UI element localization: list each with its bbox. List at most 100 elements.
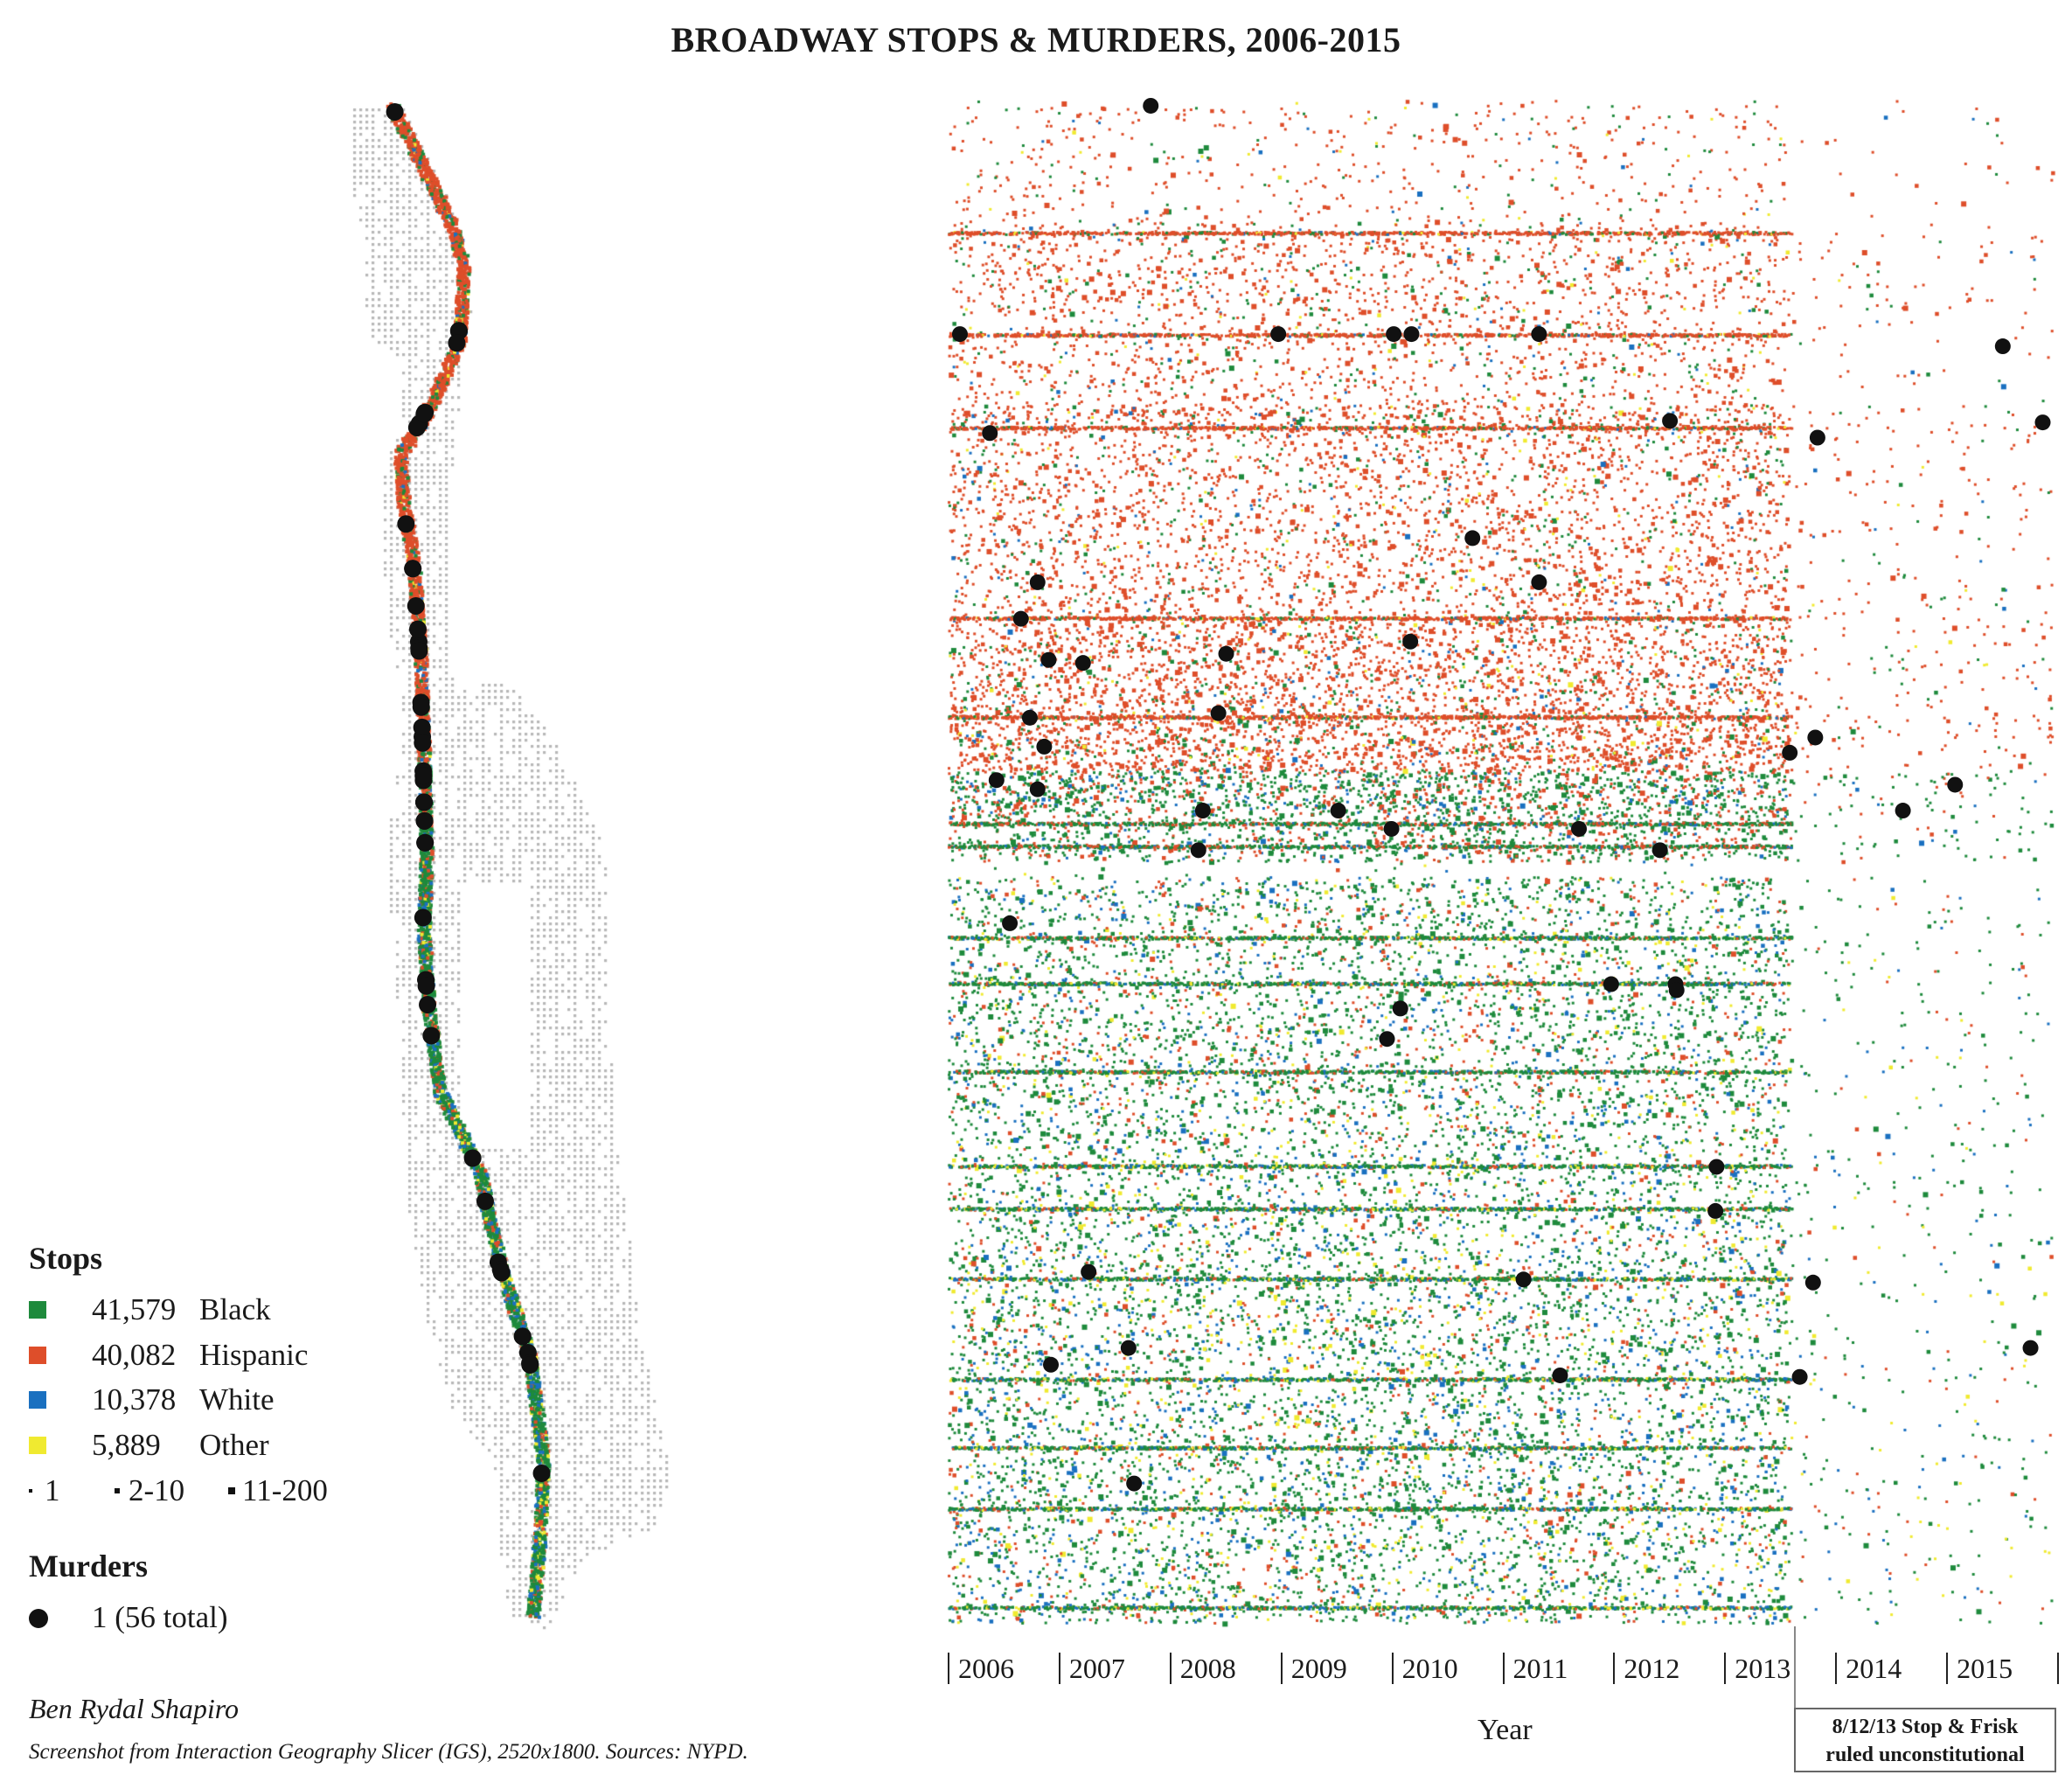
- x-tick-label: 2011: [1512, 1653, 1568, 1684]
- map-murder-point: [414, 727, 432, 746]
- map-murder-point: [532, 1464, 551, 1482]
- murder-point: [1379, 1031, 1395, 1048]
- map-murder-point: [414, 771, 433, 790]
- x-axis-label: Year: [1478, 1714, 1533, 1746]
- murder-point: [1708, 1159, 1725, 1175]
- murder-point: [1330, 803, 1346, 819]
- map-murder-point: [407, 418, 426, 436]
- author: Ben Rydal Shapiro: [29, 1693, 239, 1724]
- murder-point: [1402, 633, 1419, 650]
- x-tick-label: 2009: [1290, 1653, 1347, 1684]
- murder-point: [1012, 610, 1029, 627]
- map-murder-point: [414, 762, 433, 780]
- white-swatch: [29, 1391, 46, 1409]
- map-murder-point: [415, 793, 434, 811]
- murder-point: [1190, 842, 1206, 859]
- map-murder-point: [518, 1343, 537, 1361]
- murder-point: [1002, 915, 1019, 931]
- murder-point: [1947, 776, 1964, 793]
- map-murder-point: [415, 811, 434, 830]
- map-murder-point: [410, 414, 428, 433]
- murder-point: [1531, 574, 1547, 590]
- murder-point: [1531, 326, 1547, 343]
- x-tick-label: 2008: [1179, 1653, 1236, 1684]
- legend-count: 41,579: [92, 1292, 177, 1326]
- map-murder-point: [448, 334, 466, 352]
- map-murder-point: [521, 1355, 539, 1374]
- murder-point: [1807, 729, 1824, 746]
- map-murder-point: [422, 1027, 441, 1045]
- map-murder-point: [414, 734, 432, 752]
- legend-size-scale: 1 2-10 11-200: [29, 1472, 379, 1510]
- annotation-line-1: 8/12/13 Stop & Frisk: [1832, 1716, 2019, 1738]
- legend-murders-heading: Murders: [29, 1549, 148, 1584]
- murder-point: [1895, 803, 1911, 819]
- legend-label: 1 (56 total): [92, 1600, 228, 1634]
- map-murder-point: [412, 693, 430, 712]
- murder-point: [1667, 976, 1684, 992]
- legend-count: 40,082: [92, 1338, 177, 1372]
- map-murder-point: [412, 698, 430, 716]
- map-murder-point: [449, 322, 468, 340]
- murder-point: [1040, 651, 1057, 668]
- murder-point: [1218, 645, 1234, 662]
- map-murder-point: [416, 403, 435, 421]
- map-murder-point: [419, 996, 437, 1014]
- map-murder-point: [449, 322, 468, 340]
- map-murder-point: [489, 1253, 507, 1271]
- murder-point: [1804, 1274, 1821, 1291]
- annotation-line-2: ruled unconstitutional: [1825, 1744, 2025, 1766]
- black-swatch: [29, 1301, 46, 1319]
- map-murder-point: [416, 833, 435, 852]
- map-murder-point: [404, 560, 422, 578]
- map-murder-point: [408, 620, 427, 638]
- map-murder-point: [492, 1263, 511, 1282]
- murder-point: [1994, 338, 2011, 355]
- murder-point: [1662, 413, 1679, 429]
- map-murder-point: [407, 596, 425, 615]
- murder-point: [951, 326, 968, 343]
- murder-point: [1571, 820, 1588, 837]
- legend-label: Black: [199, 1292, 271, 1326]
- map-murder-point: [410, 642, 428, 660]
- map-murder-point: [416, 833, 435, 852]
- murder-point: [1782, 744, 1798, 761]
- murder-point: [1392, 1000, 1408, 1017]
- x-tick-label: 2013: [1735, 1653, 1791, 1684]
- map-murder-point: [521, 1354, 539, 1373]
- murder-point: [988, 772, 1005, 789]
- murder-point: [1029, 574, 1046, 590]
- legend-label: White: [199, 1382, 275, 1417]
- map-murder-point: [417, 971, 435, 989]
- map-murder-point: [397, 515, 415, 533]
- murder-point: [1386, 326, 1402, 343]
- map-murder-point: [449, 322, 468, 340]
- map-murder-point: [513, 1327, 532, 1346]
- murder-point: [982, 425, 998, 442]
- murder-point: [1270, 326, 1287, 343]
- murder-point: [1603, 976, 1619, 992]
- map-murder-point: [415, 793, 434, 811]
- murder-point: [1383, 820, 1400, 837]
- murder-point: [1120, 1340, 1137, 1356]
- x-tick-label: 2014: [1846, 1653, 1902, 1684]
- chart-title: BROADWAY STOPS & MURDERS, 2006-2015: [671, 20, 1401, 59]
- legend-count: 5,889: [92, 1428, 161, 1462]
- map-murder-point: [414, 767, 433, 785]
- x-tick-label: 2006: [958, 1653, 1014, 1684]
- legend-stops-heading: Stops: [29, 1241, 103, 1276]
- map-murder-point: [413, 718, 431, 736]
- murder-point: [1515, 1271, 1532, 1288]
- caption: Screenshot from Interaction Geography Sl…: [29, 1740, 748, 1764]
- map-murder-point: [417, 977, 435, 995]
- map-murder-point: [449, 322, 468, 340]
- murder-point: [1552, 1367, 1568, 1383]
- murder-point: [1707, 1202, 1724, 1219]
- map-murder-point: [409, 632, 428, 651]
- map-murder-point: [491, 1261, 510, 1279]
- ruling-annotation: 8/12/13 Stop & Frisk ruled unconstitutio…: [1794, 1708, 2056, 1772]
- map-murder-point: [476, 1192, 494, 1210]
- murder-point: [1668, 982, 1685, 999]
